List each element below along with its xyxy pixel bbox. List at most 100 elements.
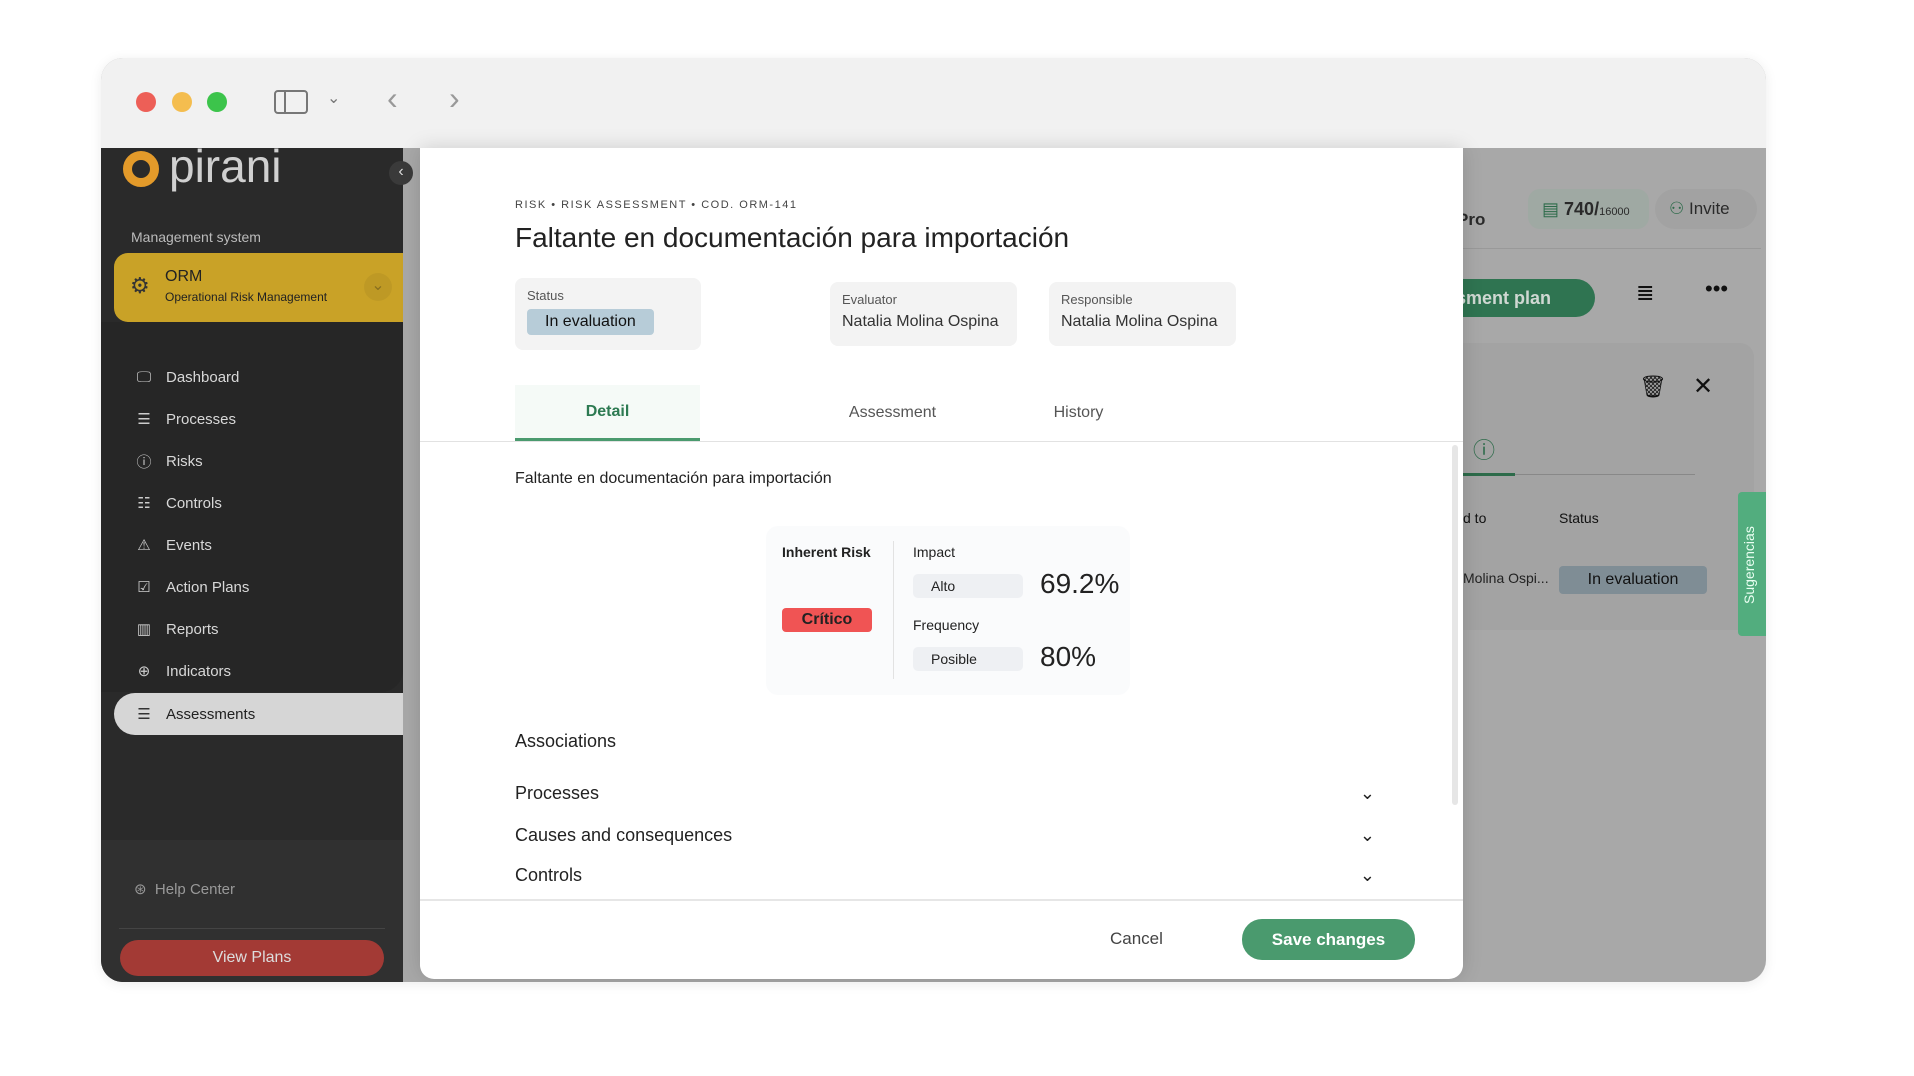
records-max: 16000 bbox=[1599, 206, 1630, 218]
risk-assessment-modal: RISK • RISK ASSESSMENT • COD. ORM-141 Fa… bbox=[420, 148, 1463, 978]
close-window-button[interactable] bbox=[136, 92, 156, 112]
impact-level: Alto bbox=[913, 574, 1023, 598]
sidebar-item-processes[interactable]: ☰ Processes bbox=[101, 398, 403, 440]
module-selector[interactable]: ⚙ ORM Operational Risk Management ⌄ bbox=[114, 253, 403, 322]
nav-label: Controls bbox=[166, 494, 222, 512]
association-causes[interactable]: Causes and consequences ⌄ bbox=[515, 824, 1375, 846]
chart-icon: ▥ bbox=[136, 621, 152, 638]
sidebar: pirani ‹ Management system ⚙ ORM Operati… bbox=[101, 140, 413, 982]
minimize-window-button[interactable] bbox=[172, 92, 192, 112]
status-label: Status bbox=[527, 288, 564, 303]
scrollbar[interactable] bbox=[1452, 445, 1458, 805]
list-icon: ☰ bbox=[137, 411, 151, 428]
logo: pirani bbox=[169, 140, 282, 192]
list-view-icon[interactable]: ≣ bbox=[1636, 280, 1655, 305]
inherent-risk-label: Inherent Risk bbox=[782, 544, 871, 560]
impact-label: Impact bbox=[913, 544, 956, 560]
modal-footer: Cancel Save changes bbox=[420, 899, 1463, 979]
responsible-card: Responsible Natalia Molina Ospina bbox=[1049, 282, 1236, 346]
invite-label: Invite bbox=[1688, 199, 1730, 218]
sidebar-item-risks[interactable]: ⓘ Risks bbox=[101, 440, 403, 482]
divider bbox=[119, 928, 385, 929]
column-header-status: Status bbox=[1559, 510, 1599, 526]
associations-title: Associations bbox=[515, 731, 617, 751]
document-icon: ▤ bbox=[1542, 199, 1560, 219]
crosshair-icon: ⊕ bbox=[137, 663, 151, 680]
association-label: Controls bbox=[515, 865, 583, 885]
help-icon: ⊛ bbox=[134, 881, 147, 898]
close-icon[interactable]: ✕ bbox=[1693, 373, 1714, 400]
monitor-icon: 🖵 bbox=[136, 368, 152, 386]
association-processes[interactable]: Processes ⌄ bbox=[515, 782, 1375, 804]
records-counter: ▤ 740/16000 bbox=[1528, 189, 1649, 229]
alert-circle-icon: ⓘ bbox=[136, 453, 152, 471]
view-plans-button[interactable]: View Plans bbox=[120, 940, 384, 976]
row-assigned: Molina Ospi... bbox=[1463, 570, 1549, 586]
back-icon[interactable]: ‹ bbox=[387, 80, 398, 116]
invite-button[interactable]: ⚇ Invite bbox=[1655, 189, 1757, 229]
logo-ring-icon bbox=[123, 151, 159, 187]
status-card: Status In evaluation bbox=[515, 278, 701, 350]
module-subtitle: Operational Risk Management bbox=[165, 290, 328, 304]
sidebar-item-action-plans[interactable]: ☑ Action Plans bbox=[101, 566, 403, 608]
evaluator-card: Evaluator Natalia Molina Ospina bbox=[830, 282, 1017, 346]
suggestions-label: Sugerencias bbox=[1741, 526, 1757, 604]
tab-assessment[interactable]: Assessment bbox=[848, 404, 937, 421]
frequency-label: Frequency bbox=[913, 617, 980, 633]
description: Faltante en documentación para importaci… bbox=[515, 470, 832, 487]
plan-badge: Pro bbox=[1457, 210, 1486, 229]
sidebar-toggle-icon[interactable] bbox=[274, 90, 308, 114]
assessment-icon: ☰ bbox=[137, 706, 151, 723]
help-label: Help Center bbox=[154, 881, 235, 898]
row-status-badge: In evaluation bbox=[1559, 566, 1707, 594]
module-title: ORM bbox=[165, 268, 203, 285]
chevron-down-icon[interactable]: ⌄ bbox=[364, 273, 392, 301]
sidebar-item-events[interactable]: ⚠ Events bbox=[101, 524, 403, 566]
more-options-icon[interactable]: ••• bbox=[1705, 276, 1729, 301]
save-changes-button[interactable]: Save changes bbox=[1242, 919, 1415, 960]
tab-detail[interactable]: Detail bbox=[515, 385, 700, 441]
sliders-icon: ☷ bbox=[137, 495, 151, 512]
status-badge[interactable]: In evaluation bbox=[527, 309, 654, 335]
collapse-sidebar-button[interactable]: ‹ bbox=[389, 161, 413, 185]
chevron-down-icon: ⌄ bbox=[1359, 865, 1375, 885]
responsible-value: Natalia Molina Ospina bbox=[1061, 313, 1218, 330]
user-icon: ⚇ bbox=[1669, 199, 1685, 218]
association-label: Causes and consequences bbox=[515, 825, 733, 845]
sidebar-item-dashboard[interactable]: 🖵 Dashboard bbox=[101, 356, 403, 398]
sidebar-item-controls[interactable]: ☷ Controls bbox=[101, 482, 403, 524]
breadcrumb: RISK • RISK ASSESSMENT • COD. ORM-141 bbox=[515, 199, 798, 211]
info-icon[interactable]: ⓘ bbox=[1473, 438, 1496, 463]
nav-label: Dashboard bbox=[166, 368, 240, 386]
cancel-button[interactable]: Cancel bbox=[1110, 929, 1163, 948]
section-label: Management system bbox=[131, 229, 261, 245]
maximize-window-button[interactable] bbox=[207, 92, 227, 112]
trash-icon[interactable]: 🗑 bbox=[1639, 374, 1667, 399]
tab-history[interactable]: History bbox=[1053, 404, 1104, 421]
responsible-label: Responsible bbox=[1061, 292, 1133, 307]
association-controls[interactable]: Controls ⌄ bbox=[515, 864, 1375, 886]
inherent-risk-badge: Crítico bbox=[782, 608, 872, 632]
risk-card: Inherent Risk Crítico Impact Alto 69.2% … bbox=[766, 526, 1130, 695]
evaluator-value: Natalia Molina Ospina bbox=[842, 313, 999, 330]
chevron-down-icon: ⌄ bbox=[1359, 825, 1375, 845]
sidebar-item-assessments[interactable]: ☰ Assessments bbox=[114, 693, 403, 735]
page-title: Faltante en documentación para importaci… bbox=[515, 222, 1070, 253]
evaluator-label: Evaluator bbox=[842, 292, 897, 307]
chevron-down-icon[interactable]: ⌄ bbox=[327, 90, 341, 107]
title-bar: ⌄ ‹ › bbox=[101, 58, 1766, 148]
sidebar-item-reports[interactable]: ▥ Reports bbox=[101, 608, 403, 650]
warning-icon: ⚠ bbox=[137, 537, 151, 554]
suggestions-tab[interactable]: Sugerencias bbox=[1738, 492, 1766, 636]
help-center-link[interactable]: ⊛ Help Center bbox=[134, 880, 235, 898]
nav-label: Reports bbox=[166, 620, 219, 638]
nav-label: Events bbox=[166, 536, 212, 554]
association-label: Processes bbox=[515, 783, 600, 803]
frequency-value: 80% bbox=[1040, 641, 1097, 672]
gear-icon: ⚙ bbox=[130, 273, 150, 298]
impact-value: 69.2% bbox=[1040, 568, 1120, 599]
nav-label: Action Plans bbox=[166, 578, 250, 596]
app-window: ⌄ ‹ › pirani ‹ Management system ⚙ ORM O… bbox=[101, 58, 1766, 982]
sidebar-item-indicators[interactable]: ⊕ Indicators bbox=[101, 650, 403, 692]
forward-icon[interactable]: › bbox=[449, 80, 460, 116]
